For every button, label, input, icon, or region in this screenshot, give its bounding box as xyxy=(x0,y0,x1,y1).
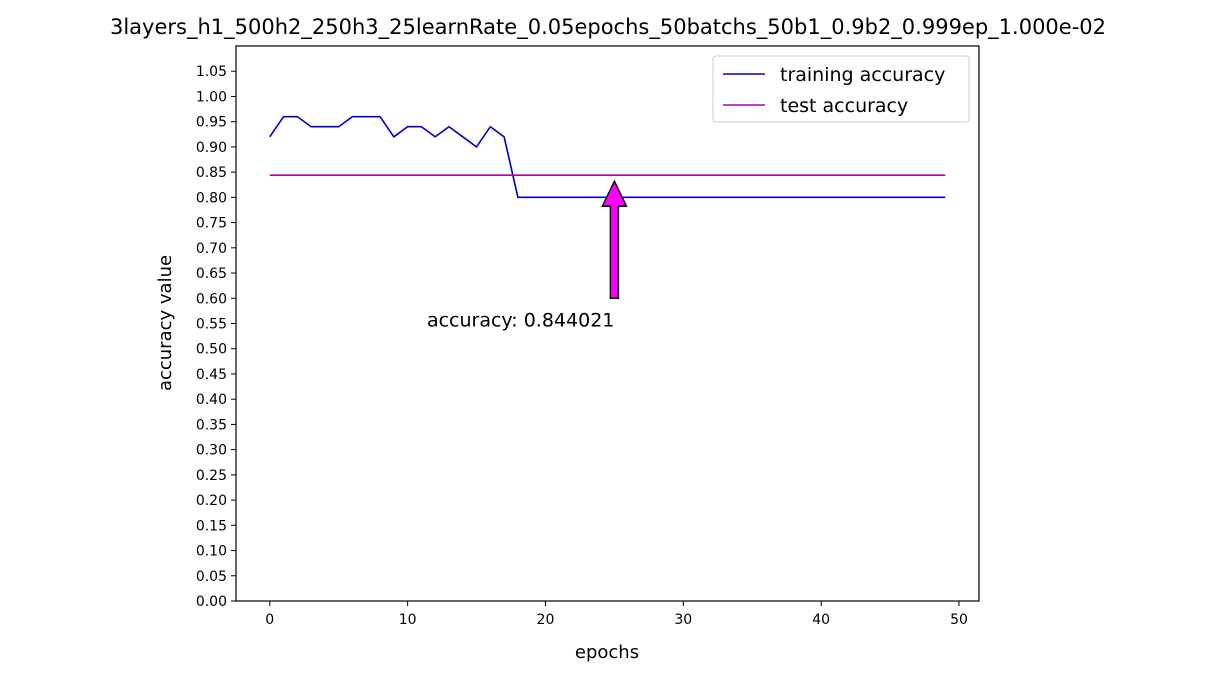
y-tick-label: 0.20 xyxy=(196,493,227,509)
legend-box xyxy=(712,55,970,123)
y-tick-label: 0.15 xyxy=(196,518,227,534)
y-tick-label: 0.00 xyxy=(196,594,227,610)
y-tick-label: 0.25 xyxy=(196,468,227,484)
y-tick-label: 0.90 xyxy=(196,140,227,156)
x-axis-label: epochs xyxy=(575,642,639,663)
y-tick-label: 0.30 xyxy=(196,443,227,459)
y-tick-label: 0.70 xyxy=(196,241,227,257)
y-tick-label: 0.60 xyxy=(196,291,227,307)
y-axis-label: accuracy value xyxy=(155,255,176,391)
y-tick-label: 1.05 xyxy=(196,64,227,80)
y-tick-label: 0.85 xyxy=(196,165,227,181)
plot-area xyxy=(269,115,946,199)
x-tick-label: 50 xyxy=(950,612,968,628)
y-tick-label: 0.40 xyxy=(196,392,227,408)
x-tick-label: 0 xyxy=(265,612,274,628)
y-tick-label: 0.35 xyxy=(196,417,227,433)
y-tick-label: 0.55 xyxy=(196,317,227,333)
chart-title: 3layers_h1_500h2_250h3_25learnRate_0.05e… xyxy=(110,15,1106,40)
x-tick-label: 30 xyxy=(674,612,692,628)
legend-label: test accuracy xyxy=(780,95,908,117)
x-tick-label: 20 xyxy=(537,612,555,628)
x-tick-label: 10 xyxy=(399,612,417,628)
series-line-training-accuracy xyxy=(269,115,946,199)
annotation-text: accuracy: 0.844021 xyxy=(427,309,614,331)
x-tick-label: 40 xyxy=(812,612,830,628)
y-tick-label: 0.05 xyxy=(196,569,227,585)
y-tick-label: 1.00 xyxy=(196,89,227,105)
y-tick-label: 0.45 xyxy=(196,367,227,383)
x-axis: 0 10 20 30 40 50 xyxy=(265,601,968,628)
annotation-arrow xyxy=(601,179,628,300)
y-tick-label: 0.80 xyxy=(196,190,227,206)
legend: training accuracy test accuracy xyxy=(712,55,970,123)
legend-label: training accuracy xyxy=(780,64,945,86)
y-tick-label: 0.65 xyxy=(196,266,227,282)
y-axis: 0.00 0.05 0.10 0.15 0.20 0.25 0.30 0.35 0.40 0.45… xyxy=(196,64,236,610)
y-tick-label: 0.95 xyxy=(196,115,227,131)
y-tick-label: 0.10 xyxy=(196,544,227,560)
y-tick-label: 0.75 xyxy=(196,216,227,232)
y-tick-label: 0.50 xyxy=(196,342,227,358)
annotation: accuracy: 0.844021 xyxy=(427,179,628,331)
